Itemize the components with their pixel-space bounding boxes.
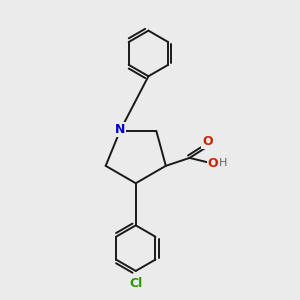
Text: H: H xyxy=(219,158,228,168)
Text: O: O xyxy=(208,157,218,170)
Text: Cl: Cl xyxy=(129,277,142,290)
Text: O: O xyxy=(202,135,213,148)
Text: N: N xyxy=(115,123,125,136)
